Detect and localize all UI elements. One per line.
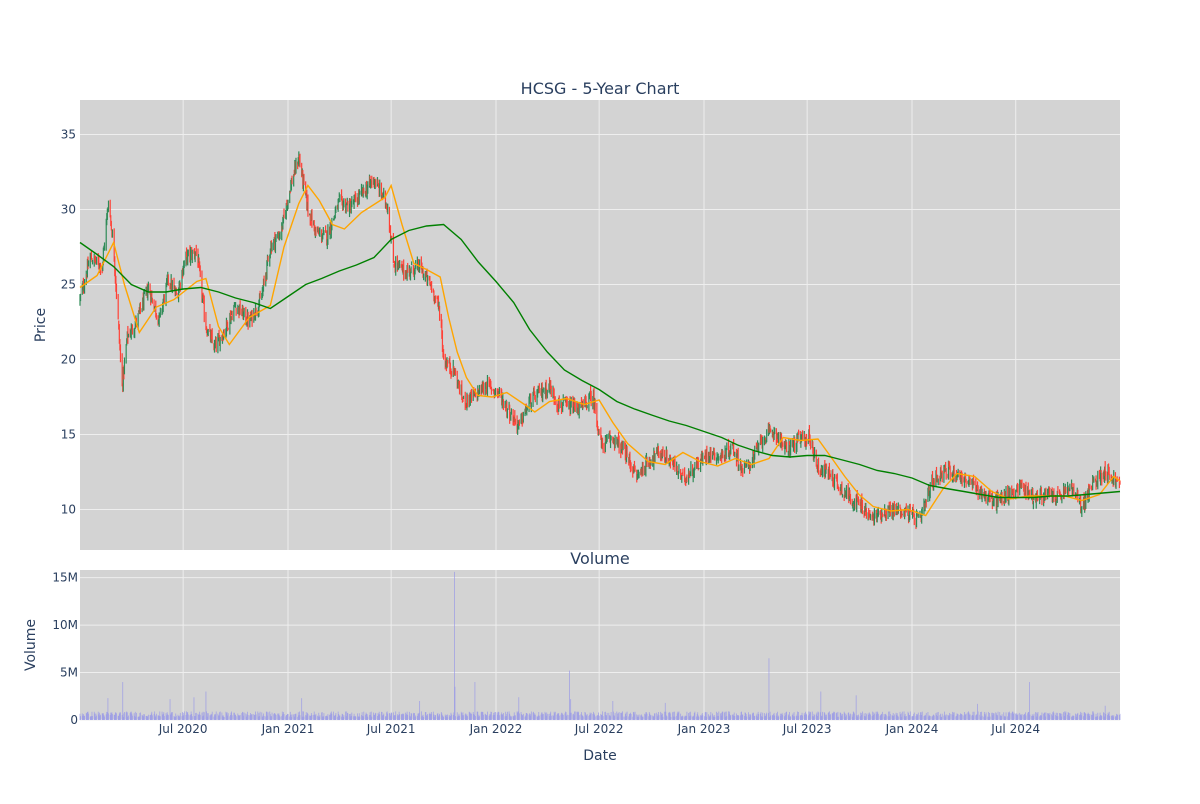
price-tick-label: 35 [61, 128, 76, 142]
volume-gridlines [80, 570, 1120, 721]
price-tick-label: 10 [61, 503, 76, 517]
price-tick-label: 30 [61, 203, 76, 217]
volume-y-axis-label: Volume [23, 619, 39, 671]
volume-tick-label: 15M [52, 571, 78, 585]
price-tick-label: 15 [61, 428, 76, 442]
volume-y-tick-labels: 0 5M 10M 15M [52, 571, 78, 727]
x-tick-label: Jul 2023 [782, 722, 832, 736]
x-tick-label: Jan 2021 [261, 722, 315, 736]
x-tick-label: Jan 2022 [469, 722, 523, 736]
candlesticks [79, 151, 1121, 530]
x-tick-label: Jul 2021 [366, 722, 416, 736]
price-gridlines [80, 100, 1120, 550]
x-tick-label: Jul 2020 [158, 722, 208, 736]
volume-chart-title: Volume [570, 549, 630, 568]
short-moving-average-line [79, 183, 1121, 517]
price-tick-label: 25 [61, 278, 76, 292]
x-tick-label: Jan 2024 [885, 722, 939, 736]
volume-tick-label: 5M [60, 666, 78, 680]
volume-tick-label: 0 [70, 713, 78, 727]
x-axis-label: Date [583, 748, 616, 764]
date-x-tick-labels: Jul 2020 Jan 2021 Jul 2021 Jan 2022 Jul 2022… [158, 722, 1040, 736]
x-tick-label: Jan 2023 [677, 722, 731, 736]
moving-average-lines [79, 183, 1121, 517]
price-chart-title: HCSG - 5-Year Chart [521, 79, 680, 98]
price-tick-label: 20 [61, 353, 76, 367]
volume-tick-label: 10M [52, 618, 78, 632]
long-moving-average-line [79, 223, 1121, 499]
volume-plot-background [80, 570, 1120, 720]
price-y-axis-label: Price [33, 308, 49, 342]
x-tick-label: Jul 2022 [574, 722, 624, 736]
x-tick-label: Jul 2024 [990, 722, 1040, 736]
volume-bars [79, 571, 1121, 720]
price-y-tick-labels: 10 15 20 25 30 35 [61, 128, 76, 517]
